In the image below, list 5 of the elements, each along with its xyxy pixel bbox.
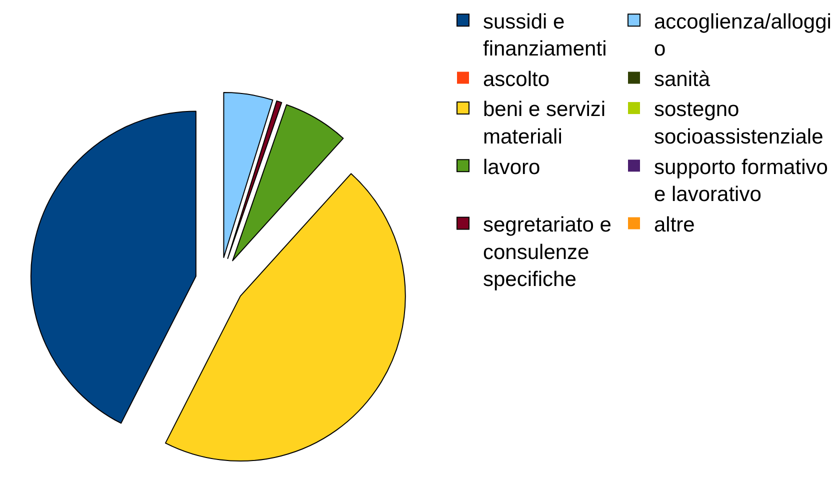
legend-label: ascolto <box>483 68 550 91</box>
legend-label: altre <box>654 213 695 236</box>
legend-label: sanità <box>654 68 710 91</box>
legend-label: segretariato e consulenze specifiche <box>483 213 612 292</box>
legend-label: lavoro <box>483 156 540 179</box>
